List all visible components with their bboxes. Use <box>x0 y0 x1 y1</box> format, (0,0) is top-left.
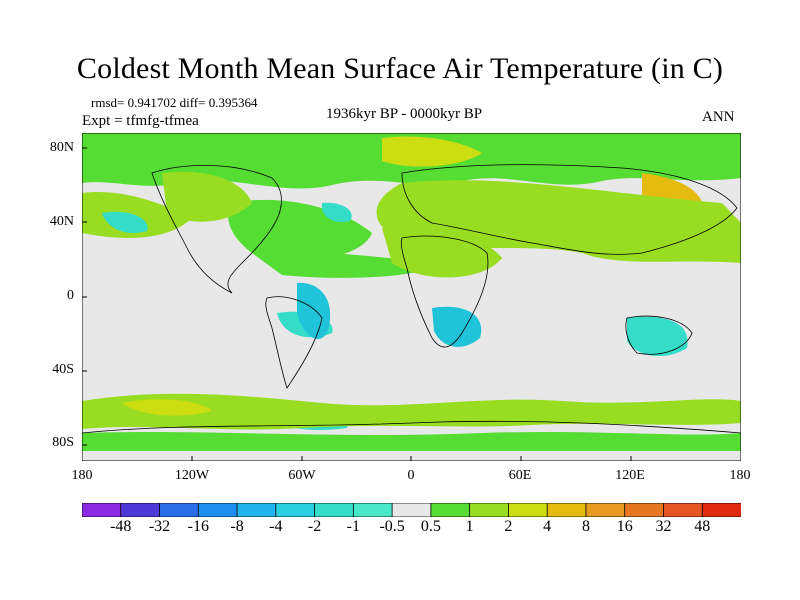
period-text: 1936kyr BP - 0000kyr BP <box>326 106 483 122</box>
stats-text: rmsd= 0.941702 diff= 0.395364 <box>91 95 258 110</box>
colorbar-label: 16 <box>616 518 633 535</box>
atlantic-cool-north <box>321 202 352 223</box>
lon-label-120w: 120W <box>174 468 210 483</box>
colorbar-label: -0.5 <box>379 518 405 535</box>
colorbar-swatch <box>701 503 741 517</box>
colorbar-label: -48 <box>110 518 132 535</box>
colorbar-swatch <box>508 503 549 517</box>
season-text: ANN <box>702 109 735 125</box>
eurasia-coast <box>401 164 738 255</box>
colorbar-label: -2 <box>307 518 322 535</box>
colorbar-label: 0.5 <box>420 518 441 535</box>
colorbar-swatch <box>197 503 238 517</box>
colorbar-swatch <box>159 503 200 517</box>
temperature-map <box>82 133 741 461</box>
pacific-cool-north <box>102 211 148 233</box>
africa-warm <box>382 226 502 278</box>
australia-cool <box>627 316 688 357</box>
north-america-warm <box>162 171 252 222</box>
colorbar-swatch <box>546 503 587 517</box>
lon-label-120e: 120E <box>615 468 645 483</box>
colorbar-label: 48 <box>694 518 711 535</box>
north-pacific-warm <box>82 192 192 238</box>
colorbar-swatch <box>624 503 665 517</box>
southern-ocean-warm-core <box>122 399 212 416</box>
colorbar-swatch <box>120 503 161 517</box>
colorbar-swatch <box>352 503 394 517</box>
colorbar-swatch <box>430 503 471 517</box>
colorbar-label: -4 <box>269 518 283 535</box>
colorbar-swatch <box>391 503 432 517</box>
subtropical-atlantic-band <box>252 251 442 278</box>
experiment-text: Expt = tfmfg-tfmea <box>82 113 199 129</box>
lat-label-80s: 80S <box>52 435 74 450</box>
colorbar-swatch <box>275 503 316 517</box>
map-ticks <box>82 147 632 461</box>
australia-coast <box>625 315 693 355</box>
colorbar-swatch <box>663 503 704 517</box>
lat-label-40s: 40S <box>52 362 74 377</box>
lat-label-eq: 0 <box>67 288 74 303</box>
africa-coast <box>400 235 489 348</box>
colorbar-label: -8 <box>230 518 244 535</box>
colorbar-swatch <box>469 503 510 517</box>
antarctica-coast <box>82 420 741 434</box>
arctic-warm-core <box>382 136 482 167</box>
north-america-coast <box>151 164 282 294</box>
colorbar-label: -16 <box>187 518 209 535</box>
colorbar-label: 32 <box>655 518 672 535</box>
southern-ocean-warm-band <box>82 393 741 430</box>
colorbar <box>82 503 741 517</box>
south-america-cool <box>297 282 331 340</box>
lon-label-60w: 60W <box>288 468 316 483</box>
coastlines <box>82 164 741 434</box>
colorbar-swatch <box>314 503 355 517</box>
antarctic-margin-warm <box>82 431 741 451</box>
lon-label-180e: 180 <box>729 468 751 483</box>
lon-label-60e: 60E <box>508 468 532 483</box>
southern-africa-cool <box>432 306 482 347</box>
south-america-coast <box>265 296 323 389</box>
colorbar-swatch <box>236 503 277 517</box>
lat-label-80n: 80N <box>49 140 74 155</box>
colorbar-label: 4 <box>543 518 552 535</box>
lon-label-0: 0 <box>407 468 415 483</box>
colorbar-swatch <box>82 503 122 517</box>
colorbar-swatch <box>585 503 626 517</box>
chart-title: Coldest Month Mean Surface Air Temperatu… <box>76 52 724 85</box>
colorbar-label: -1 <box>346 518 361 535</box>
colorbar-label: 2 <box>504 518 513 535</box>
colorbar-label: 1 <box>465 518 474 535</box>
lat-label-40n: 40N <box>49 214 74 229</box>
colorbar-label: -32 <box>148 518 171 535</box>
lon-label-180w: 180 <box>71 468 93 483</box>
colorbar-label: 8 <box>581 518 590 535</box>
